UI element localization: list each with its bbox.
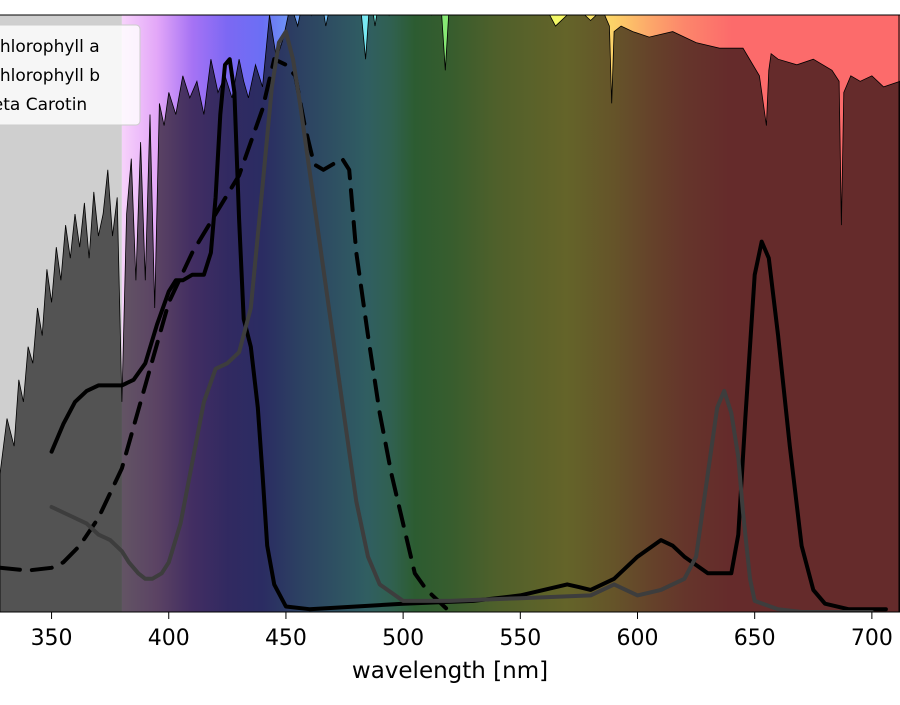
solar-spectrum-fill bbox=[0, 15, 900, 612]
x-tick-label: 600 bbox=[617, 626, 659, 651]
x-tick-label: 450 bbox=[265, 626, 307, 651]
x-tick-label: 550 bbox=[499, 626, 541, 651]
legend-label-chlorophyll-a: Chlorophyll a bbox=[0, 37, 100, 57]
legend: Chlorophyll a Chlorophyll b beta Carotin bbox=[0, 24, 141, 126]
series-layer bbox=[0, 29, 888, 612]
plot-area bbox=[0, 15, 900, 612]
x-tick-label: 400 bbox=[148, 626, 190, 651]
x-tick-label: 500 bbox=[382, 626, 424, 651]
legend-label-beta-carotin: beta Carotin bbox=[0, 95, 87, 115]
x-axis-label: wavelength [nm] bbox=[352, 658, 548, 684]
x-axis-ticks: 350 400 450 500 550 600 650 700 bbox=[31, 612, 893, 651]
series-line-beta-carotin bbox=[49, 29, 874, 612]
x-tick-label: 700 bbox=[851, 626, 893, 651]
x-tick-label: 650 bbox=[734, 626, 776, 651]
legend-label-chlorophyll-b: Chlorophyll b bbox=[0, 66, 100, 86]
legend-box bbox=[0, 24, 141, 126]
series-line-chlorophyll-a bbox=[49, 57, 888, 612]
x-tick-label: 350 bbox=[31, 626, 73, 651]
